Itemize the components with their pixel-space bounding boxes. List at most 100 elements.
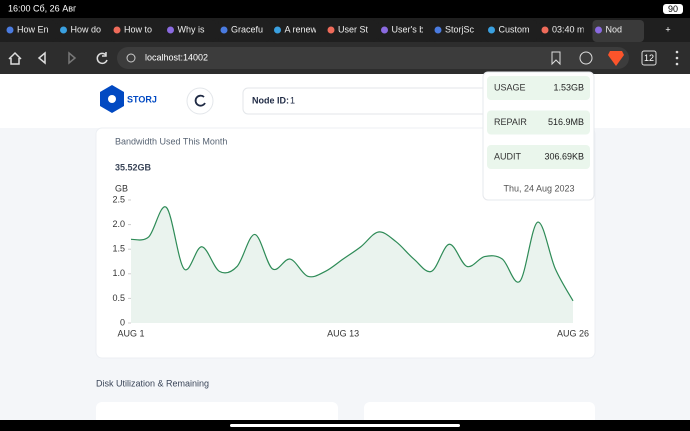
- tab-fade: [530, 22, 536, 39]
- refresh-button[interactable]: [186, 87, 214, 115]
- tab-title: Why is: [178, 24, 206, 34]
- tab-fade: [209, 22, 215, 39]
- tab-fade: [369, 22, 376, 39]
- section-title: Disk Utilization & Remaining: [96, 378, 209, 388]
- tab-title: How do: [71, 24, 102, 34]
- tooltip-label: AUDIT: [494, 151, 522, 161]
- tab-fade: [262, 22, 269, 39]
- tab[interactable]: [325, 20, 377, 42]
- tooltip-value: 1.53GB: [553, 82, 584, 92]
- tab-favicon: [220, 26, 228, 34]
- tab-fade: [316, 22, 322, 39]
- status-time: 16:00 Сб, 26 Авг: [8, 3, 77, 13]
- tab[interactable]: [164, 20, 217, 42]
- tab-title: Nod: [606, 24, 623, 34]
- menu: [675, 62, 679, 66]
- tooltip-row: [487, 145, 590, 169]
- bookmark[interactable]: [551, 51, 561, 66]
- bandwidth-card: [95, 127, 596, 359]
- tab[interactable]: [592, 20, 645, 42]
- home-button[interactable]: [8, 51, 22, 65]
- menu[interactable]: [675, 50, 679, 54]
- card-title: Bandwidth Used This Month: [115, 136, 227, 146]
- y-axis-label: GB: [115, 183, 128, 193]
- y-tick-label: 2.0: [112, 219, 125, 229]
- new-tab[interactable]: +: [665, 24, 670, 34]
- tooltip-row: [487, 76, 590, 100]
- tab[interactable]: [4, 20, 56, 42]
- tab[interactable]: [378, 20, 431, 42]
- reload-button[interactable]: [96, 52, 108, 65]
- tab-title: How to: [124, 24, 152, 34]
- brave-shield[interactable]: [608, 51, 624, 66]
- tab[interactable]: [432, 20, 484, 42]
- battery-level: 90: [668, 4, 678, 14]
- tab-favicon: [434, 26, 442, 34]
- x-tick-label: AUG 26: [557, 328, 589, 338]
- tooltip-date: Thu, 24 Aug 2023: [503, 183, 574, 193]
- battery: [663, 4, 683, 14]
- tab[interactable]: [111, 20, 163, 42]
- tab-counter[interactable]: [641, 50, 657, 66]
- tooltip-value: 306.69KB: [544, 151, 584, 161]
- x-tick-label: AUG 13: [327, 328, 359, 338]
- tab[interactable]: [57, 20, 110, 42]
- tab-fade: [476, 22, 483, 39]
- home-indicator: [230, 424, 460, 427]
- tab-favicon: [488, 26, 495, 34]
- tab-favicon: [167, 26, 174, 34]
- refresh-icon: [194, 94, 206, 107]
- y-tick-label: 1.5: [112, 244, 125, 254]
- y-tick-label: 0: [120, 317, 125, 327]
- tab-title: Graceful: [231, 24, 265, 34]
- tab-favicon: [327, 26, 335, 34]
- tab-favicon: [113, 26, 121, 34]
- tab[interactable]: [271, 20, 324, 42]
- address-text: localhost:14002: [145, 52, 208, 62]
- tab-favicon: [60, 26, 67, 34]
- y-tick-label: 0.5: [112, 293, 125, 303]
- tab-favicon: [381, 26, 388, 34]
- tab-title: 03:40 m: [552, 24, 585, 34]
- x-tick-label: AUG 1: [117, 328, 144, 338]
- tab-title: Custom: [499, 24, 530, 34]
- forward-button[interactable]: [68, 51, 77, 65]
- logo-text: STORJ: [127, 94, 157, 104]
- download[interactable]: [579, 51, 593, 65]
- tab-fade: [583, 22, 590, 39]
- tab-fade: [102, 22, 108, 39]
- menu: [675, 56, 679, 60]
- tooltip-label: REPAIR: [494, 117, 527, 127]
- tab-fade: [155, 22, 162, 39]
- tab-title: How En: [17, 24, 49, 34]
- address-bar[interactable]: [117, 47, 629, 69]
- y-tick-label: 1.0: [112, 268, 125, 278]
- line: [130, 206, 574, 302]
- tab-favicon: [6, 26, 14, 34]
- status-bar: [0, 0, 690, 18]
- tab-fade: [48, 22, 55, 39]
- bandwidth-total: 35.52GB: [115, 162, 152, 172]
- tab-title: A renew: [285, 24, 318, 34]
- tab-title: User's b: [392, 24, 425, 34]
- tab-title: StorjSc: [445, 24, 475, 34]
- tab-favicon: [274, 26, 281, 34]
- tab[interactable]: [485, 20, 538, 42]
- area: [131, 206, 573, 323]
- back-button[interactable]: [37, 51, 46, 65]
- tab-title: User St: [338, 24, 369, 34]
- tab-fade: [423, 22, 429, 39]
- site-info[interactable]: [126, 53, 136, 63]
- logo-mark-dot: [108, 95, 116, 103]
- tab-favicon: [595, 26, 602, 34]
- tab-fade: [637, 22, 643, 39]
- tooltip-row: [487, 110, 590, 135]
- tab[interactable]: [539, 20, 591, 42]
- node-id-label: Node ID:: [252, 95, 289, 105]
- tab-count: 12: [644, 53, 654, 63]
- tooltip-label: USAGE: [494, 82, 526, 92]
- tooltip-value: 516.9MB: [548, 117, 584, 127]
- node-id: 1: [290, 95, 295, 105]
- tab[interactable]: [218, 20, 270, 42]
